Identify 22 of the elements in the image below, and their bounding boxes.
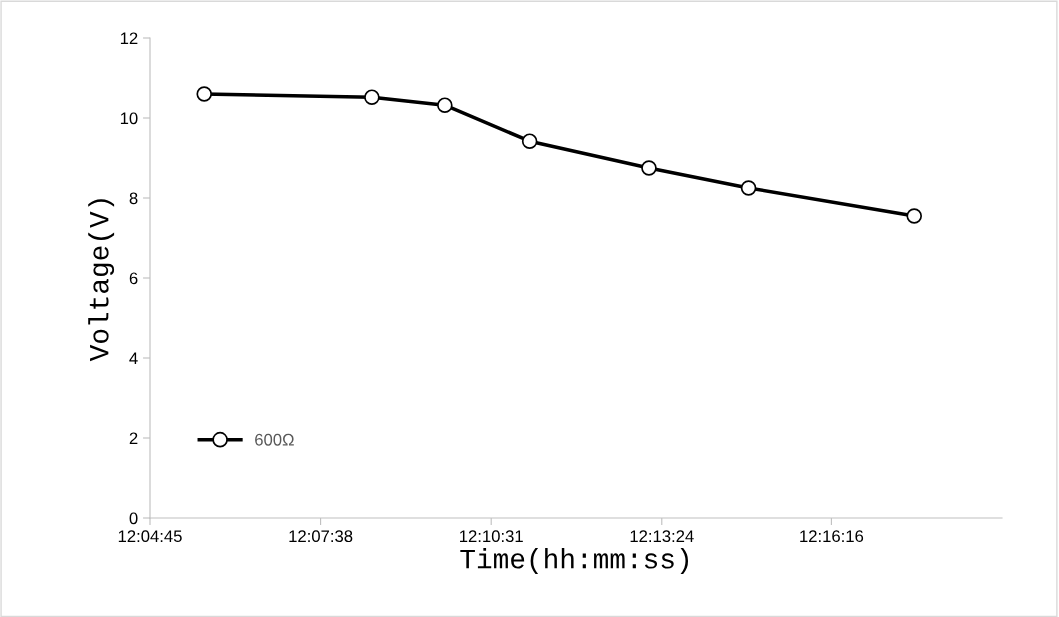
legend-label: 600Ω — [255, 433, 294, 446]
x-axis-title: Time(hh:mm:ss) — [460, 548, 689, 575]
y-tick-label: 2 — [129, 432, 138, 445]
point — [437, 97, 453, 113]
y-axis-title: Voltage(V) — [88, 199, 115, 362]
y-tick-label: 6 — [129, 272, 138, 285]
x-tick-label: 12:10:31 — [460, 530, 523, 543]
y-tick-label: 12 — [120, 32, 138, 45]
point — [196, 86, 212, 102]
x-tick-label: 12:13:24 — [630, 530, 694, 543]
point — [521, 133, 538, 149]
x-tick-label: 12:16:16 — [800, 530, 864, 543]
x-tick-label: 12:04:45 — [118, 530, 182, 543]
y-tick-label: 4 — [129, 352, 138, 365]
point — [364, 89, 380, 105]
point — [641, 160, 657, 176]
y-tick-label: 0 — [129, 512, 138, 525]
y-tick-label: 10 — [120, 112, 138, 125]
x-tick-label: 12:07:38 — [289, 530, 353, 543]
y-tick-label: 8 — [129, 192, 138, 205]
point — [906, 208, 922, 224]
point — [740, 180, 757, 196]
